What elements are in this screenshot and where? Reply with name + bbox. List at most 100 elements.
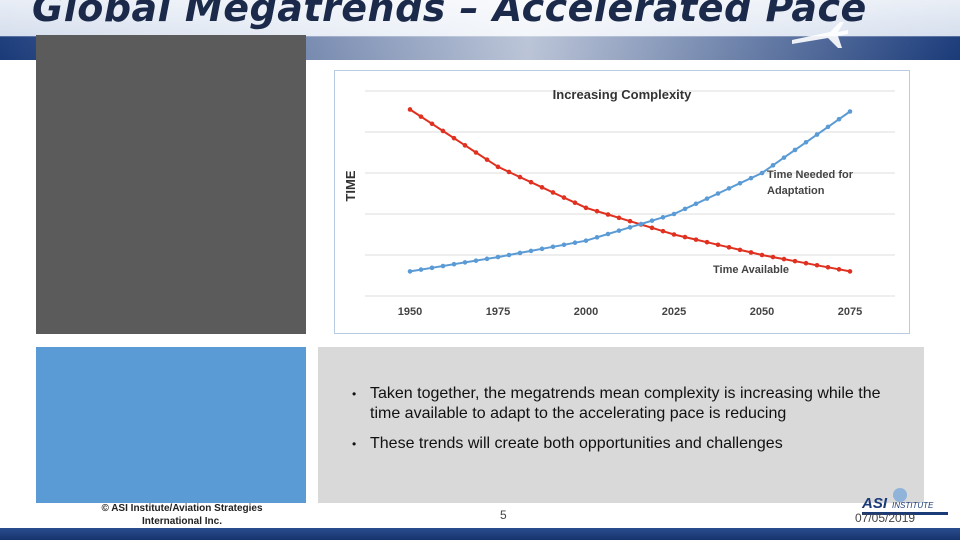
data-point xyxy=(649,218,655,223)
data-point xyxy=(748,175,754,181)
data-point xyxy=(803,260,809,266)
data-point xyxy=(770,254,776,260)
data-point xyxy=(451,135,457,141)
bullet-text: These trends will create both opportunit… xyxy=(370,435,783,452)
data-point xyxy=(429,265,435,271)
data-point xyxy=(418,114,424,119)
data-point xyxy=(506,169,512,175)
data-point xyxy=(847,269,853,274)
data-point xyxy=(495,164,501,170)
data-point xyxy=(550,190,556,195)
accent-panel xyxy=(36,347,306,503)
logo-subtext: INSTITUTE xyxy=(892,501,934,510)
data-point xyxy=(539,185,545,190)
x-tick-label: 2050 xyxy=(750,306,774,318)
data-point xyxy=(759,252,765,258)
data-point xyxy=(704,239,710,245)
series-label-time-available: Time Available xyxy=(713,264,789,276)
data-point xyxy=(715,191,721,196)
asi-institute-logo: ASI INSTITUTE xyxy=(861,488,948,515)
data-point xyxy=(781,256,787,262)
data-point xyxy=(825,124,831,130)
data-point xyxy=(660,215,666,220)
data-point xyxy=(748,250,754,255)
data-point xyxy=(693,201,699,207)
data-point xyxy=(671,211,677,217)
x-tick-label: 1950 xyxy=(398,306,422,318)
data-point xyxy=(517,250,523,256)
x-tick-label: 2025 xyxy=(662,306,686,318)
chart-canvas: Increasing Complexity TIME 1950 1975 2000 202… xyxy=(343,87,895,318)
data-point xyxy=(484,157,490,162)
series-label-time-needed: Time Needed for xyxy=(767,169,854,181)
data-point xyxy=(803,139,809,145)
data-point xyxy=(561,242,567,248)
data-point xyxy=(572,240,578,245)
chart-title: Increasing Complexity xyxy=(553,87,692,102)
data-point xyxy=(814,262,820,268)
data-point xyxy=(484,256,490,262)
page-number: 5 xyxy=(500,508,507,522)
slide-date: 07/05/2019 xyxy=(855,511,916,525)
logo-text: ASI xyxy=(861,495,888,512)
footer-bar xyxy=(0,528,960,540)
data-point xyxy=(583,205,589,211)
x-tick-label: 1975 xyxy=(486,306,510,318)
data-point xyxy=(737,180,743,186)
complexity-chart: Increasing Complexity TIME 1950 1975 2000 202… xyxy=(334,70,910,334)
data-point xyxy=(594,235,600,240)
data-point xyxy=(781,155,787,160)
data-point xyxy=(693,237,699,242)
bullet-text: Taken together, the megatrends mean comp… xyxy=(370,385,881,422)
data-point xyxy=(462,260,468,265)
data-point xyxy=(605,212,611,217)
data-point xyxy=(836,267,842,272)
data-point xyxy=(671,232,677,237)
data-point xyxy=(462,143,468,148)
data-point xyxy=(539,246,545,252)
data-point xyxy=(715,242,721,248)
bullet-list: • Taken together, the megatrends mean co… xyxy=(352,384,892,464)
data-point xyxy=(814,132,820,137)
data-point xyxy=(616,215,622,221)
copyright-notice: © ASI Institute/Aviation Strategies Inte… xyxy=(101,503,263,527)
data-point xyxy=(836,116,842,122)
data-point xyxy=(660,228,666,234)
bullet-item: • These trends will create both opportun… xyxy=(352,434,892,454)
data-point xyxy=(770,163,776,168)
data-point xyxy=(517,174,523,180)
data-point xyxy=(825,265,831,270)
data-point xyxy=(594,208,600,214)
data-point xyxy=(495,254,501,260)
data-point xyxy=(704,196,710,201)
data-point xyxy=(473,150,479,155)
data-point xyxy=(792,258,798,264)
data-point xyxy=(473,258,479,263)
data-point xyxy=(561,195,567,200)
data-point xyxy=(528,179,534,185)
data-point xyxy=(792,147,798,153)
bullet-item: • Taken together, the megatrends mean co… xyxy=(352,384,892,424)
data-point xyxy=(627,218,633,224)
data-point xyxy=(759,170,765,176)
data-point xyxy=(847,109,853,114)
data-point xyxy=(616,228,622,233)
data-point xyxy=(682,234,688,240)
data-point xyxy=(506,252,512,258)
text-panel xyxy=(318,347,924,503)
y-axis-label: TIME xyxy=(343,170,358,201)
series-label-time-needed: Adaptation xyxy=(767,185,825,197)
image-placeholder-panel xyxy=(36,35,306,334)
airplane-icon xyxy=(792,22,848,48)
data-point xyxy=(649,225,655,231)
data-point xyxy=(407,269,413,274)
slide-title: Global Megatrends – Accelerated Pace xyxy=(32,0,867,30)
bullet-dot-icon: • xyxy=(352,387,357,401)
data-point xyxy=(583,238,589,243)
data-point xyxy=(440,128,446,134)
x-tick-label: 2000 xyxy=(574,306,598,318)
data-point xyxy=(440,263,446,269)
x-tick-label: 2075 xyxy=(838,306,862,318)
data-point xyxy=(528,248,534,254)
data-point xyxy=(627,225,633,230)
